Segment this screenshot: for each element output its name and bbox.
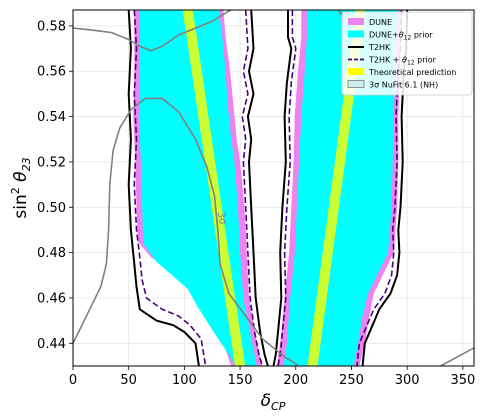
contour-label-1: 3σ [215, 211, 228, 226]
nufit-contour-2 [73, 10, 232, 52]
y-tick-label: 0.50 [37, 201, 66, 216]
nufit-contour-1 [73, 97, 299, 366]
x-tick-label: 200 [283, 373, 308, 388]
legend-label: T2HK + θ12 prior [368, 56, 437, 67]
t2hk-curve-1 [127, 10, 200, 366]
y-tick-label: 0.44 [37, 337, 66, 352]
legend-swatch [348, 68, 364, 75]
legend-swatch [348, 18, 364, 25]
legend-label: 3σ NuFit 6.1 (NH) [369, 81, 438, 90]
t2hk-prior-curve-4 [356, 10, 403, 366]
t2hk-prior-curve-3 [277, 10, 297, 366]
x-tick-label: 50 [120, 373, 137, 388]
t2hk-prior-curve-1 [133, 10, 207, 366]
x-tick-label: 250 [339, 373, 364, 388]
legend-swatch [348, 30, 364, 38]
y-tick-label: 0.58 [37, 19, 66, 34]
theory-band-1 [182, 10, 246, 366]
legend-label: DUNE+θ12 prior [369, 31, 433, 42]
x-tick-label: 0 [69, 373, 77, 388]
plot-area [73, 10, 474, 366]
y-tick-label: 0.52 [37, 155, 66, 170]
x-axis-ticks: 0 50 100 150 200 250 300 350 [69, 366, 475, 388]
y-tick-label: 0.54 [37, 110, 66, 125]
t2hk-curve-2 [246, 10, 269, 366]
x-axis-title: δCP [261, 391, 286, 413]
y-tick-label: 0.48 [37, 246, 66, 261]
nufit-contour-3 [440, 347, 474, 366]
legend-box [341, 11, 473, 96]
legend-label: T2HK [368, 43, 391, 52]
t2hk-curve-3 [272, 10, 293, 366]
y-axis-ticks: 0.44 0.46 0.48 0.50 0.52 0.54 0.56 0.58 [37, 19, 73, 352]
t2hk-prior-curve-2 [241, 10, 264, 366]
x-tick-label: 300 [395, 373, 420, 388]
y-tick-label: 0.46 [37, 291, 66, 306]
nufit-contours [73, 10, 474, 366]
y-axis-title: sin2 θ23 [9, 157, 33, 218]
legend-label: DUNE [369, 18, 392, 27]
x-tick-label: 150 [228, 373, 253, 388]
x-tick-label: 350 [450, 373, 475, 388]
legend-label: Theoretical prediction [368, 68, 456, 77]
legend-swatch [347, 80, 365, 88]
y-tick-label: 0.56 [37, 65, 66, 80]
x-tick-label: 100 [172, 373, 197, 388]
plot-frame [72, 9, 475, 367]
